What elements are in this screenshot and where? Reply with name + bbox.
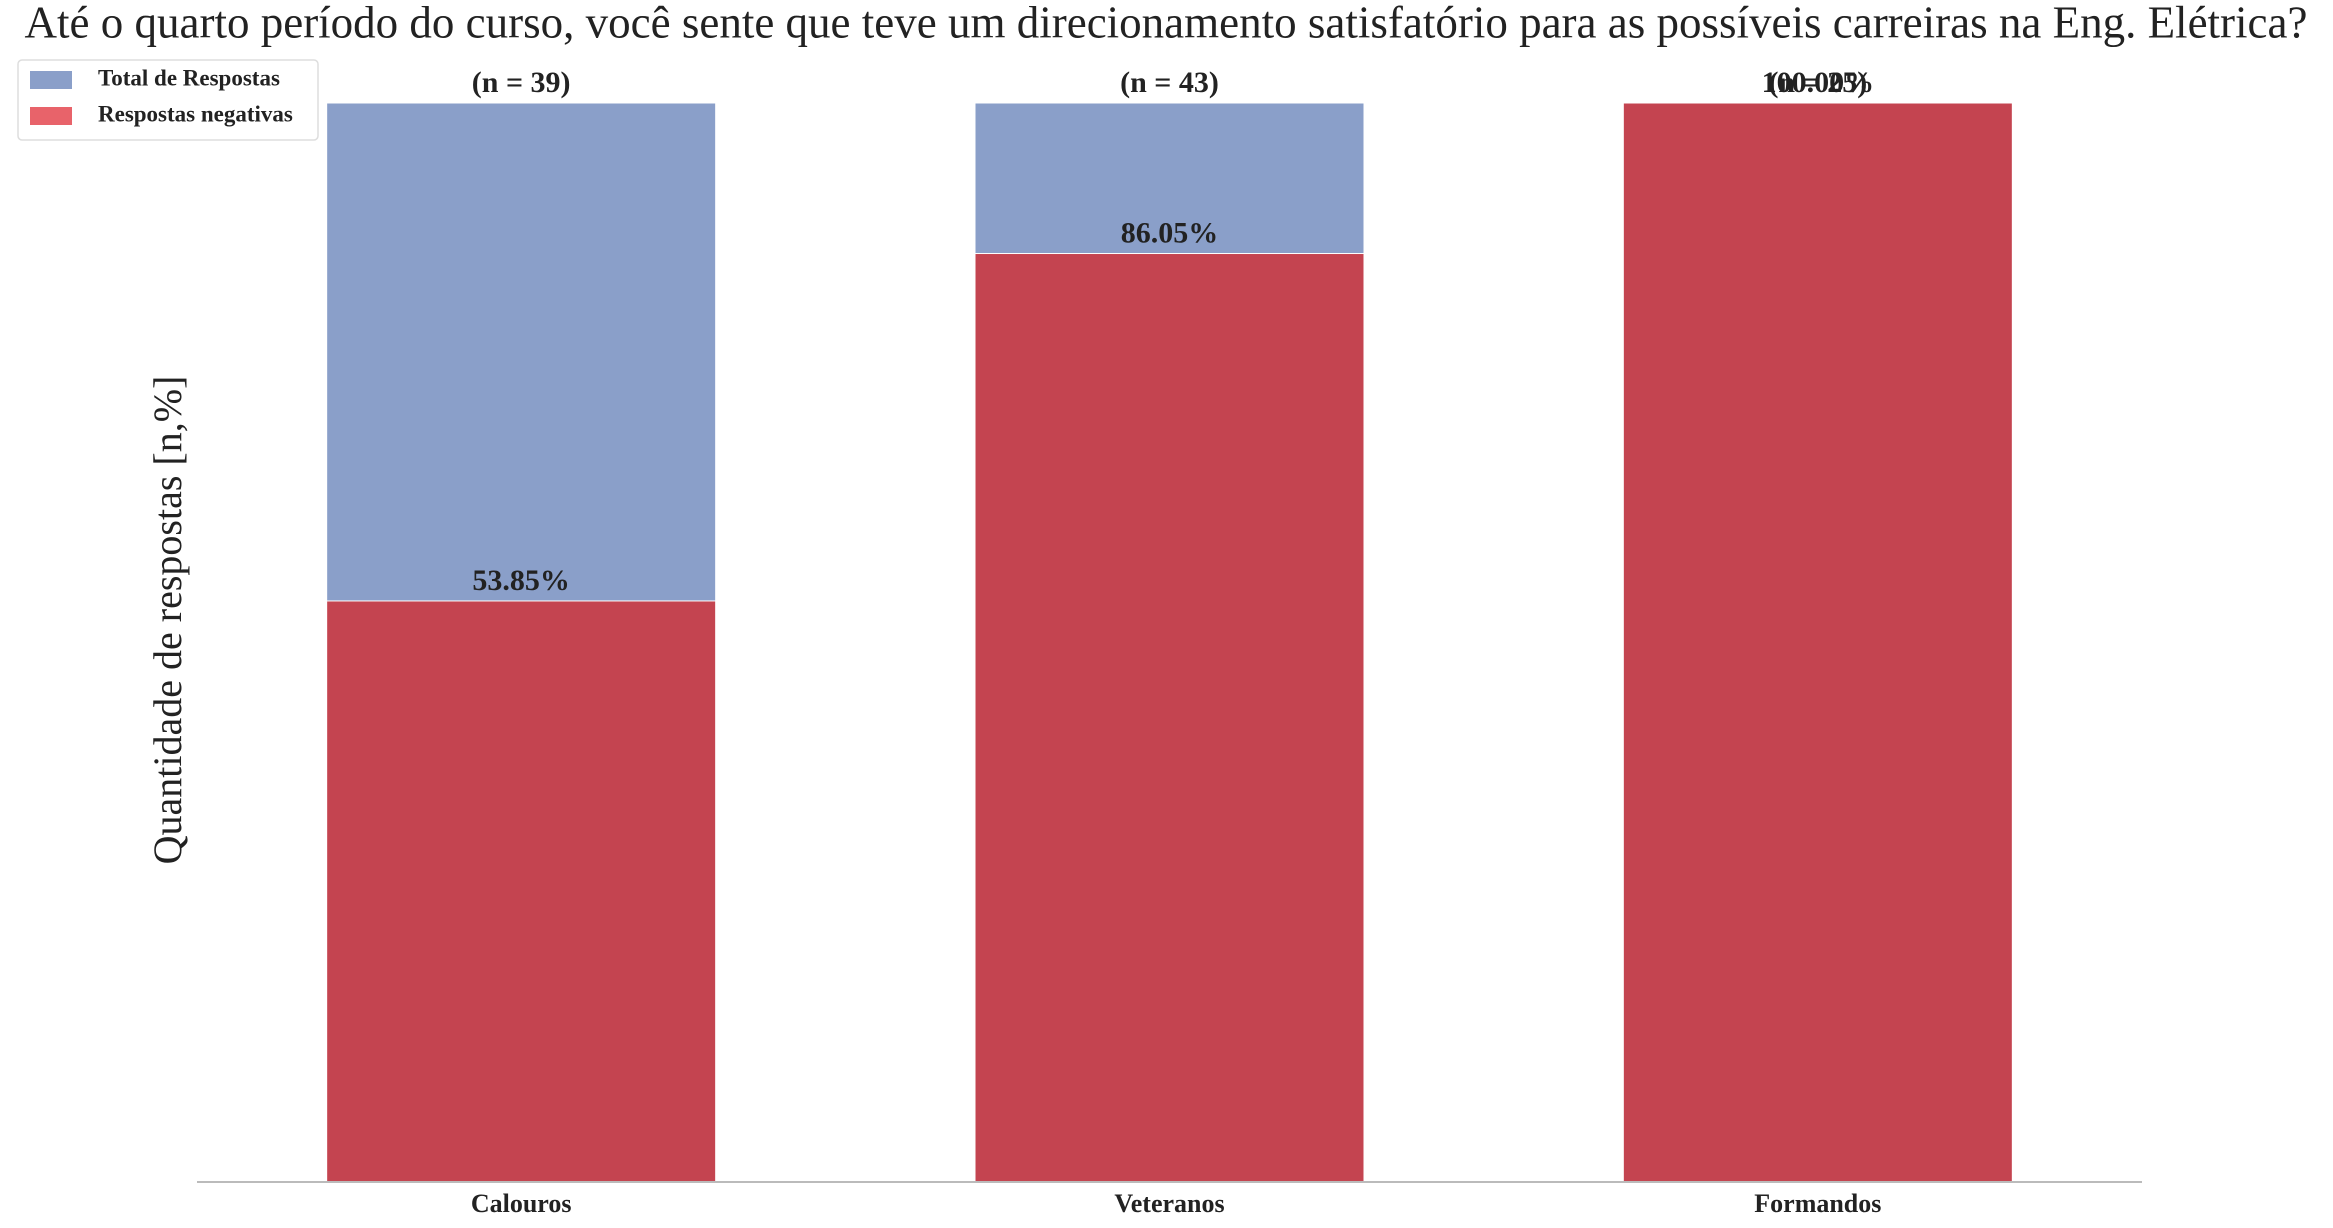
legend-label: Total de Respostas — [98, 65, 280, 90]
x-tick-label: Veteranos — [1114, 1189, 1224, 1218]
legend-label: Respostas negativas — [98, 101, 293, 126]
value-label: 53.85% — [472, 564, 570, 597]
legend-swatch — [30, 107, 72, 125]
legend-swatch — [30, 71, 72, 89]
bar — [1622, 102, 2013, 1183]
annotation: (n = 39) — [472, 66, 571, 99]
chart-title: Até o quarto período do curso, você sent… — [25, 0, 2308, 47]
bar — [974, 253, 1365, 1183]
value-label: 100.00% — [1762, 66, 1875, 99]
legend-box — [17, 59, 319, 141]
x-tick-label: Formandos — [1754, 1189, 1881, 1218]
bar — [326, 600, 717, 1183]
value-label: 86.05% — [1121, 216, 1219, 249]
annotation: (n = 43) — [1120, 66, 1219, 99]
x-tick-label: Calouros — [471, 1189, 572, 1218]
annotation: (n = 25) — [1768, 66, 1867, 99]
y-axis-label: Quantidade de respostas [n,%] — [145, 376, 190, 865]
